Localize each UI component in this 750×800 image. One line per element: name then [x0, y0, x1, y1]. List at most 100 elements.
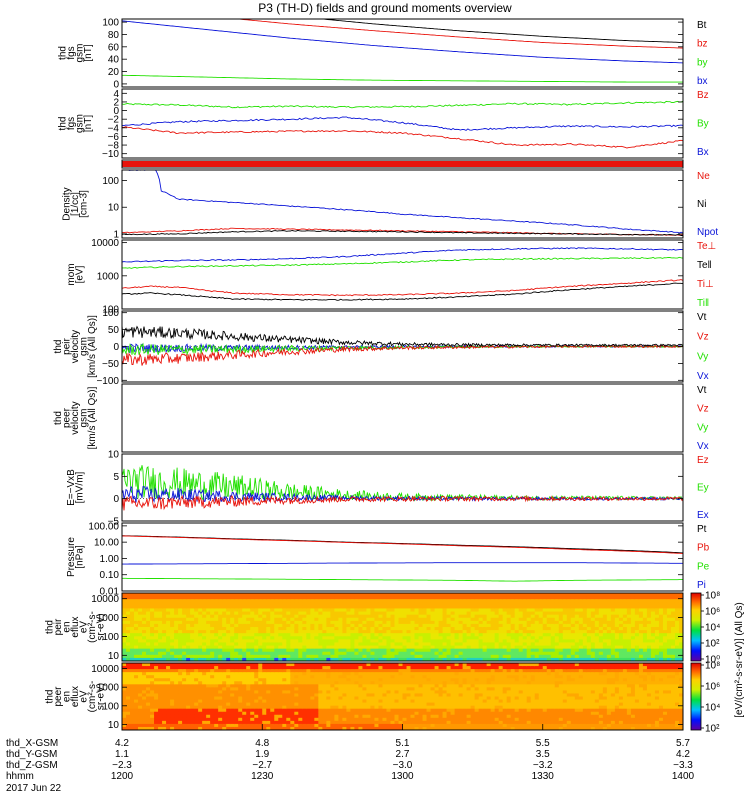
legend-entry: Ti‖	[697, 298, 709, 309]
legend-entry: Ey	[697, 483, 709, 494]
y-axis-label: thd	[53, 340, 64, 354]
tick-label: 10000	[91, 594, 119, 605]
y-axis-label: peer	[53, 686, 64, 707]
tick-label: −8	[108, 141, 120, 152]
panel-frame	[121, 159, 684, 169]
y-axis-label: peir	[62, 337, 73, 354]
series-p4-2	[122, 229, 683, 236]
legend-entry: Pb	[697, 543, 710, 554]
legend-entry: by	[697, 57, 708, 68]
legend-entry: Ni	[697, 199, 706, 210]
tick-label: 100	[102, 18, 119, 29]
legend-entry: Pi	[697, 580, 706, 591]
legend-entry: Bx	[697, 147, 709, 158]
colorbar-tick: 10²	[705, 724, 720, 735]
y-axis-label: en	[62, 621, 73, 632]
tick-label: −6	[108, 132, 120, 143]
series-p6-1	[122, 342, 683, 356]
x-tick-label: 5.5	[536, 738, 550, 749]
legend-entry: Vz	[697, 332, 709, 343]
colorbar-tick: 10⁴	[705, 623, 720, 634]
tick-label: 10	[108, 203, 120, 214]
series-p1-2	[122, 20, 683, 64]
legend-entry: Npot	[697, 227, 718, 238]
series-p4-0	[122, 170, 683, 234]
y-axis-label: sr-eV)	[96, 683, 107, 710]
colorbar-tick: 10⁰	[705, 655, 720, 666]
tick-label: −4	[108, 123, 120, 134]
y-axis-label: gsm	[79, 337, 90, 356]
legend-entry: Vy	[697, 422, 708, 433]
tick-label: 100	[102, 701, 119, 712]
y-axis-label: Pressure	[66, 537, 77, 577]
y-axis-label: eV	[79, 690, 90, 703]
colorbar-tick: 10⁸	[705, 591, 720, 602]
legend-entry: Bz	[697, 90, 709, 101]
series-p5-0	[122, 247, 683, 263]
legend-entry: By	[697, 119, 709, 130]
x-tick-label: 1230	[251, 771, 274, 782]
y-axis-label: thd	[45, 690, 56, 704]
panel-frame	[121, 592, 684, 662]
y-axis-label: [1/cc]	[70, 192, 81, 216]
y-axis-label: fgs	[66, 117, 77, 130]
panel-frame	[121, 453, 684, 522]
panel-frame	[121, 18, 684, 88]
panel-p9: 100.00 10.00 1.00 0.10 0.01 Pressure[nPa] Pt Pb…	[66, 521, 710, 597]
tick-label: 10000	[91, 664, 119, 675]
y-axis-label: Density	[62, 187, 73, 220]
y-axis-label: eflux	[70, 686, 81, 707]
tick-label: 0	[113, 79, 119, 90]
tick-label: −10	[102, 149, 119, 160]
spectrogram-p11	[122, 663, 683, 730]
y-axis-label: [km/s (All Qs)]	[87, 315, 98, 378]
tick-label: 40	[108, 55, 120, 66]
tick-label: 20	[108, 67, 120, 78]
x-tick-label: 1330	[532, 771, 555, 782]
tick-label: 80	[108, 30, 120, 41]
panel-p5: 10000 1000 100 mom[eV] Te⊥ Te‖ Ti⊥ Ti‖	[66, 238, 717, 315]
y-axis-label: [cm-3]	[79, 190, 90, 218]
x-tick-label: 5.7	[676, 738, 690, 749]
panel-p8: 10 5 0 −5 E=−VxB[mV/m] Ez Ey Ex	[66, 450, 709, 528]
series-p9-3	[122, 577, 683, 582]
x-tick-label: 1.9	[255, 749, 269, 760]
tick-label: 10	[108, 720, 120, 731]
legend-entry: Te‖	[697, 260, 712, 271]
series-p1-1	[233, 19, 683, 49]
tick-label: 10	[108, 450, 120, 461]
series-p1-0	[317, 19, 683, 43]
y-axis-label: [eV]	[74, 265, 85, 283]
series-p9-2	[122, 562, 683, 565]
legend-entry: Pt	[697, 524, 707, 535]
y-axis-label: gsm	[74, 44, 85, 63]
tick-label: 1000	[97, 683, 120, 694]
tick-label: 4	[113, 89, 119, 100]
tick-label: −100	[96, 376, 119, 387]
panel-p3	[121, 159, 684, 169]
series-p5-1	[122, 256, 683, 269]
tick-label: 0.01	[100, 587, 120, 598]
colorbar-label: [eV/(cm²-s-sr-eV)] (All Qs)	[734, 602, 745, 718]
legend-entry: Vt	[697, 385, 707, 396]
colorbar-tick: 10⁶	[705, 682, 720, 693]
x-tick-label: 5.1	[396, 738, 410, 749]
x-tick-label: 1.1	[115, 749, 129, 760]
series-p2-2	[122, 126, 683, 149]
tick-label: 2	[113, 97, 119, 108]
tick-label: 100	[102, 308, 119, 319]
legend-entry: Bt	[697, 20, 707, 31]
date-label: 2017 Jun 22	[6, 783, 61, 794]
y-axis-label: sr-eV)	[96, 613, 107, 640]
x-row-label: thd_X-GSM	[6, 738, 58, 749]
x-tick-label: 4.2	[676, 749, 690, 760]
legend-entry: Pe	[697, 561, 710, 572]
y-axis-label: [nPa]	[74, 545, 85, 569]
x-tick-label: 1300	[391, 771, 414, 782]
y-axis-label: [nT]	[83, 115, 94, 132]
chart-title: P3 (TH-D) fields and ground moments over…	[258, 1, 512, 15]
colorbar-tick: 10⁸	[705, 661, 720, 672]
legend-entry: Vy	[697, 351, 708, 362]
colorbar	[690, 662, 702, 731]
